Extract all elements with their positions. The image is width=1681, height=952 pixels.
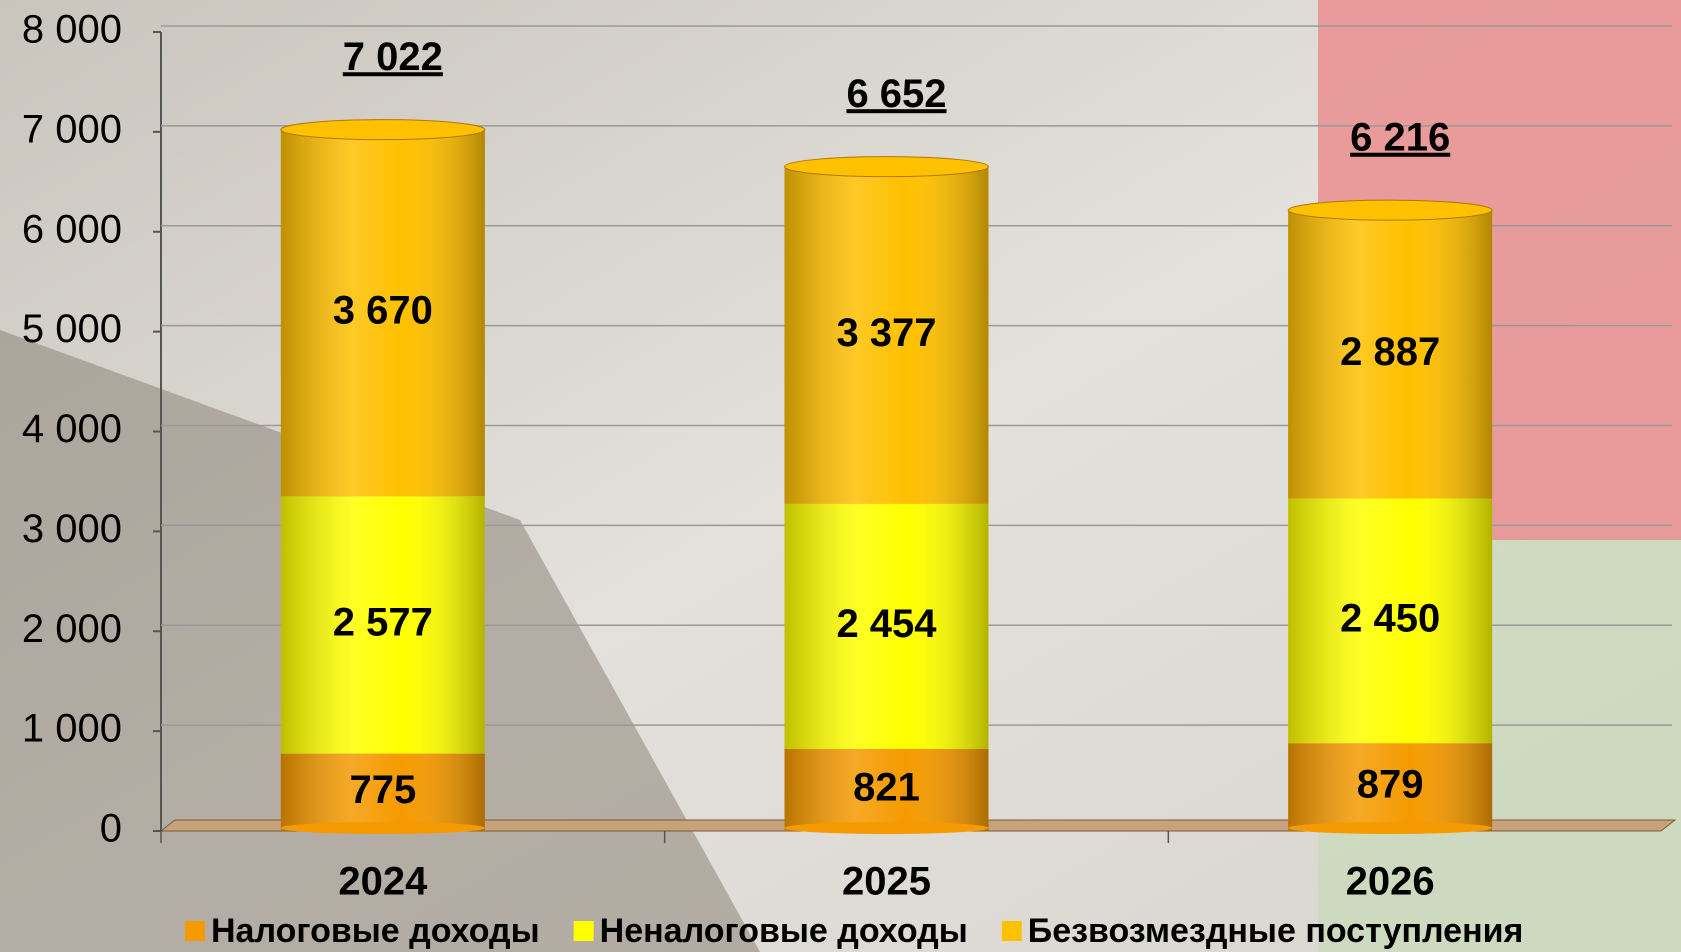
bar-bottom <box>280 822 485 834</box>
bar-shade <box>1288 743 1493 831</box>
legend-swatch <box>1001 921 1022 941</box>
legend-swatch <box>573 921 594 941</box>
bar-shade <box>280 496 485 754</box>
data-label: 2 887 <box>1340 330 1440 374</box>
bar-shade <box>280 753 485 831</box>
y-tick-label: 5 000 <box>22 307 122 351</box>
y-tick-label: 4 000 <box>22 407 122 451</box>
y-tick-label: 3 000 <box>22 507 122 551</box>
x-tick-label: 2026 <box>1346 860 1435 904</box>
x-tick-label: 2025 <box>842 860 931 904</box>
bar-bottom <box>784 822 989 834</box>
bar-cap <box>280 119 486 141</box>
y-tick-label: 6 000 <box>22 207 122 251</box>
bar-cap <box>1287 199 1493 221</box>
y-tick-label: 8 000 <box>22 8 122 52</box>
x-tick-label: 2024 <box>338 860 428 904</box>
bar-bottom <box>1288 822 1493 834</box>
bar-shade <box>280 129 485 497</box>
y-tick-label: 0 <box>100 807 122 851</box>
total-label: 6 216 <box>1350 116 1450 160</box>
data-label: 2 577 <box>333 600 433 644</box>
legend-swatch <box>185 921 205 941</box>
bar-shade <box>1288 210 1493 499</box>
data-label: 2 450 <box>1340 596 1440 640</box>
data-label: 821 <box>853 766 920 810</box>
bar-shade <box>784 749 989 831</box>
legend-label: Налоговые доходы <box>211 912 540 950</box>
data-label: 2 454 <box>836 602 937 646</box>
total-label: 6 652 <box>846 72 946 116</box>
data-label: 3 377 <box>836 311 936 355</box>
legend-label: Безвозмездные поступления <box>1028 912 1524 950</box>
y-tick-label: 1 000 <box>22 707 122 751</box>
bar-shade <box>784 503 989 750</box>
bar-cap <box>784 156 989 178</box>
y-tick-label: 7 000 <box>22 107 122 151</box>
bar-shade <box>784 166 989 504</box>
legend-label: Неналоговые доходы <box>600 912 968 950</box>
y-tick-label: 2 000 <box>22 607 122 651</box>
total-label: 7 022 <box>343 35 443 79</box>
data-label: 775 <box>349 768 416 812</box>
data-label: 3 670 <box>333 289 433 333</box>
data-label: 879 <box>1357 763 1424 807</box>
bar-shade <box>1288 498 1493 744</box>
